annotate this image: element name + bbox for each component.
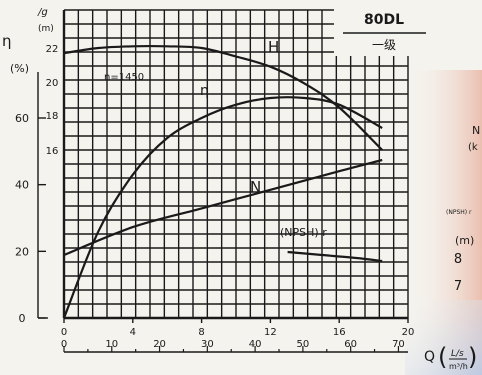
efficiency-axis-symbol: η xyxy=(2,32,12,50)
series-label-npsh: (NPSH) r xyxy=(280,226,327,239)
series-label-efficiency: η xyxy=(200,83,209,99)
power-axis-unit: (k xyxy=(468,142,478,153)
y-tick-efficiency: 0 xyxy=(19,312,26,325)
x-tick-flow-ls: 0 xyxy=(61,327,67,338)
curve-efficiency xyxy=(62,96,383,319)
y-tick-head: 20 xyxy=(46,78,59,89)
efficiency-axis-unit: (%) xyxy=(10,62,29,75)
x-unit-top: L/s xyxy=(451,349,464,359)
curve-npsh xyxy=(287,250,383,263)
curve-power xyxy=(63,158,383,257)
x-unit-bottom: m³/h xyxy=(449,362,468,371)
y-tick-head: 16 xyxy=(46,146,59,157)
axis-tick-labels: 0 4 8 12 16 200 10 20 30 40 50 60 700204060161820228… xyxy=(15,44,462,350)
y-tick-head: 18 xyxy=(46,111,59,122)
y-tick-npsh: 7 xyxy=(454,279,462,294)
x-tick-flow-ls: 16 xyxy=(333,327,346,338)
x-tick-flow-m3h: 10 xyxy=(105,339,118,350)
x-tick-flow-m3h: 70 xyxy=(392,339,405,350)
x-tick-flow-m3h: 20 xyxy=(153,339,166,350)
bottom-right-tint xyxy=(405,300,482,375)
head-axis-unit-m: (m) xyxy=(38,24,54,34)
x-axis-label: Q xyxy=(424,349,435,365)
x-tick-flow-m3h: 50 xyxy=(297,339,310,350)
power-axis-symbol: N xyxy=(472,124,480,137)
head-axis-unit: /g xyxy=(37,7,48,18)
npsh-axis-unit: (NPSH) r xyxy=(446,209,472,216)
x-tick-flow-m3h: 0 xyxy=(61,339,67,350)
npsh-axis-unit-m: (m) xyxy=(455,234,474,247)
x-tick-flow-m3h: 30 xyxy=(201,339,214,350)
speed-label: n=1450 xyxy=(104,72,144,83)
y-tick-efficiency: 20 xyxy=(15,245,29,258)
plot-frame xyxy=(37,10,409,353)
x-unit-bracket-right: ) xyxy=(468,343,477,371)
y-tick-efficiency: 60 xyxy=(15,112,29,125)
curve-head xyxy=(63,44,383,151)
y-tick-npsh: 8 xyxy=(454,252,462,267)
chart-grid xyxy=(63,9,409,319)
curves xyxy=(62,44,383,319)
x-unit-bracket-left: ( xyxy=(438,343,447,371)
series-label-power: N xyxy=(250,178,261,196)
x-tick-flow-ls: 20 xyxy=(402,327,415,338)
chart-subtitle: 一级 xyxy=(372,38,396,52)
x-tick-flow-ls: 8 xyxy=(198,327,204,338)
y-tick-efficiency: 40 xyxy=(15,179,29,192)
x-tick-flow-m3h: 60 xyxy=(344,339,357,350)
chart-title: 80DL xyxy=(364,12,404,28)
x-tick-flow-m3h: 40 xyxy=(249,339,262,350)
y-tick-head: 22 xyxy=(46,44,59,55)
series-label-head: H xyxy=(268,38,279,56)
x-tick-flow-ls: 4 xyxy=(130,327,136,338)
x-tick-flow-ls: 12 xyxy=(264,327,277,338)
title-box: 80DL 一级 xyxy=(334,6,434,56)
